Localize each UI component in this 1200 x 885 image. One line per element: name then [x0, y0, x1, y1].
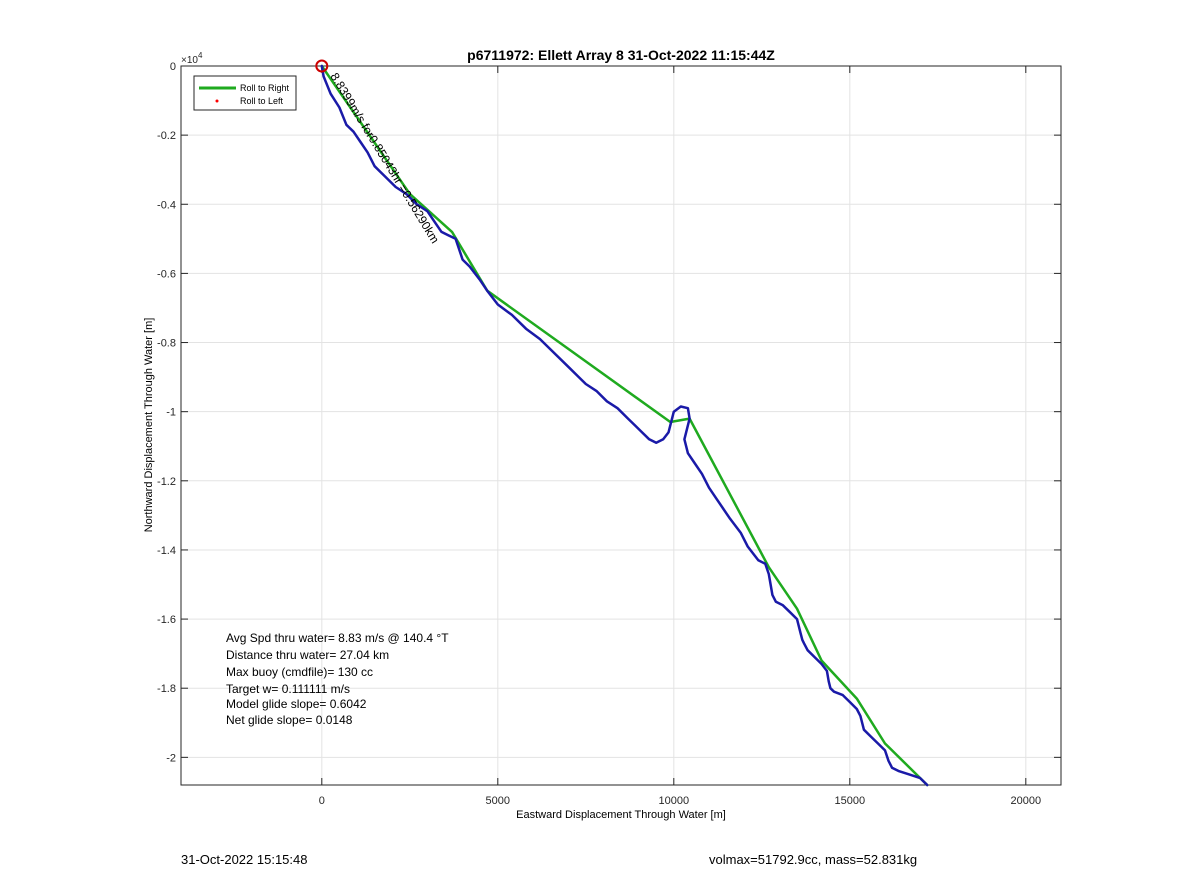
x-tick-label: 5000: [486, 795, 510, 807]
stat-net-glide: Net glide slope= 0.0148: [226, 713, 353, 727]
y-exponent-base: ×10: [181, 55, 198, 66]
x-tick-label: 0: [319, 795, 325, 807]
footer-timestamp: 31-Oct-2022 15:15:48: [181, 852, 308, 867]
series-line-roll-right: [320, 64, 929, 787]
stat-avg-speed: Avg Spd thru water= 8.83 m/s @ 140.4 °T: [226, 631, 449, 645]
axes-box: [180, 65, 1062, 786]
y-exponent-power: 4: [198, 51, 203, 60]
legend-label-roll-right: Roll to Right: [240, 83, 290, 93]
y-tick-label: -1: [166, 407, 176, 419]
x-tick-label: 10000: [659, 795, 690, 807]
stats-block: Avg Spd thru water= 8.83 m/s @ 140.4 °T …: [226, 631, 449, 727]
y-tick-label: -1.8: [157, 683, 176, 695]
y-exponent-label: ×104: [181, 51, 203, 66]
y-tick-label: -0.6: [157, 268, 176, 280]
axis-ticks: 0 5000 10000 15000 20000 0 -0.2 -0.4 -0.6 -0.8 -1 -…: [157, 61, 1061, 807]
y-tick-label: -0.2: [157, 130, 176, 142]
y-tick-label: -1.2: [157, 476, 176, 488]
legend-dot-roll-left: [215, 99, 219, 103]
series-layer: [315, 59, 929, 787]
legend: Roll to Right Roll to Left: [193, 75, 297, 111]
footer-volmax-mass: volmax=51792.9cc, mass=52.831kg: [709, 852, 918, 867]
series-line-track: [320, 64, 929, 787]
stat-max-buoy: Max buoy (cmdfile)= 130 cc: [226, 665, 373, 679]
x-tick-label: 20000: [1011, 795, 1042, 807]
x-tick-label: 15000: [835, 795, 866, 807]
y-axis-label: Northward Displacement Through Water [m]: [143, 318, 155, 533]
x-axis-label: Eastward Displacement Through Water [m]: [516, 809, 726, 821]
y-tick-label: -0.4: [157, 199, 176, 211]
legend-label-roll-left: Roll to Left: [240, 96, 284, 106]
chart-title: p6711972: Ellett Array 8 31-Oct-2022 11:…: [467, 47, 775, 63]
y-tick-label: -1.6: [157, 614, 176, 626]
stat-model-glide: Model glide slope= 0.6042: [226, 697, 367, 711]
y-tick-label: -2: [166, 752, 176, 764]
y-tick-label: -1.4: [157, 545, 176, 557]
start-marker: [315, 59, 329, 73]
y-tick-label: -0.8: [157, 338, 176, 350]
y-tick-label: 0: [170, 61, 176, 73]
legend-box: [193, 75, 297, 111]
stat-distance: Distance thru water= 27.04 km: [226, 648, 389, 662]
stat-target-w: Target w= 0.111111 m/s: [226, 682, 350, 696]
